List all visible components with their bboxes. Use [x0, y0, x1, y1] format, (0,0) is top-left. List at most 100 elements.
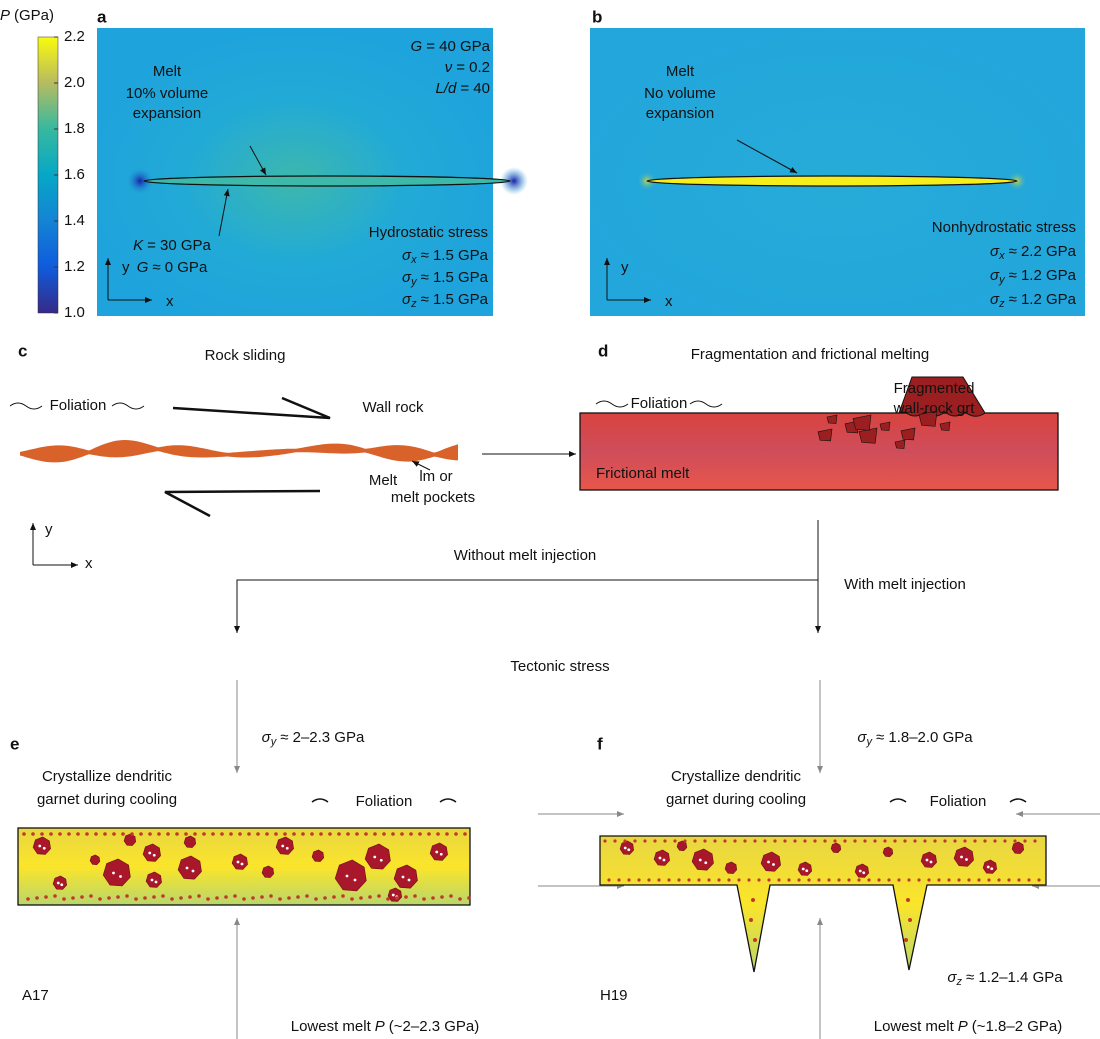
dot [89, 894, 93, 898]
inclusion-dot [965, 858, 968, 861]
figure: abMelt10% volumeexpansionHydrostatic str… [0, 0, 1100, 1039]
dot [409, 832, 413, 836]
dot [377, 894, 381, 898]
math-label: σy≈ 2–2.3 GPa [262, 729, 365, 748]
dot [287, 896, 291, 900]
inclusion-dot [119, 875, 122, 878]
dot [350, 897, 354, 901]
dot [395, 896, 399, 900]
dot [40, 832, 44, 836]
math-label: σy≈ 1.8–2.0 GPa [857, 729, 973, 748]
inclusion-dot [987, 866, 990, 869]
melt-inclusion [144, 176, 510, 186]
colorbar-tick-label: 2.0 [64, 74, 85, 91]
dot [274, 832, 278, 836]
dot [757, 878, 760, 881]
dot [653, 839, 656, 842]
dot [613, 839, 616, 842]
dot [953, 839, 956, 842]
dot [355, 832, 359, 836]
inclusion-dot [153, 854, 156, 857]
inclusion-dot [346, 875, 349, 878]
dot [743, 839, 746, 842]
dot [337, 832, 341, 836]
dot [787, 878, 790, 881]
subscript: y [865, 736, 873, 748]
dot [175, 832, 179, 836]
dot [637, 878, 640, 881]
label: No volume [644, 85, 716, 102]
dot [927, 878, 930, 881]
shear-arrow [173, 398, 330, 418]
dot [807, 878, 810, 881]
inclusion-dot [186, 867, 189, 870]
dot [449, 894, 453, 898]
dot [753, 839, 756, 842]
panel-letter: a [97, 7, 107, 26]
dot [783, 839, 786, 842]
math-label: Lowest meltP(~1.8–2 GPa) [874, 1018, 1063, 1035]
label: Crystallize dendritic [671, 768, 802, 785]
dot [67, 832, 71, 836]
colorbar-tick-label: 1.6 [64, 166, 85, 183]
math-label: G≈ 0 GPa [137, 259, 208, 276]
dot [44, 895, 48, 899]
inclusion-dot [772, 863, 775, 866]
math-label: ν= 0.2 [445, 59, 490, 76]
inclusion-dot [286, 847, 289, 850]
dot [713, 839, 716, 842]
label: Wall rock [362, 399, 424, 416]
text-part: ≈ 1.2–1.4 GPa [966, 969, 1063, 986]
dot [617, 878, 620, 881]
dot [193, 832, 197, 836]
panel-letter: f [597, 734, 603, 753]
dot [687, 878, 690, 881]
dot [364, 832, 368, 836]
garnet [90, 855, 100, 865]
dot [359, 896, 363, 900]
inclusion-dot [281, 845, 284, 848]
dot [305, 894, 309, 898]
garnet [124, 834, 136, 846]
dot [633, 839, 636, 842]
label: Foliation [356, 793, 413, 810]
melt-inclusion [647, 176, 1017, 186]
label: Melt [666, 63, 695, 80]
dot [1007, 878, 1010, 881]
text-part: ≈ 0 GPa [152, 259, 208, 276]
subscript: z [998, 298, 1005, 310]
dot [251, 896, 255, 900]
inclusion-dot [930, 861, 933, 864]
dot [1033, 839, 1036, 842]
label: H19 [600, 987, 628, 1004]
dot [937, 878, 940, 881]
dot [269, 894, 273, 898]
label: With melt injection [844, 576, 966, 593]
text-part: = 40 [460, 80, 490, 97]
dot [908, 918, 912, 922]
dot [643, 839, 646, 842]
symbol: K [133, 237, 144, 254]
dot [1003, 839, 1006, 842]
dot [1013, 839, 1016, 842]
dot [53, 894, 57, 898]
label: Tectonic stress [510, 658, 609, 675]
dot [1017, 878, 1020, 881]
dot [58, 832, 62, 836]
dot [973, 839, 976, 842]
dot [1023, 839, 1026, 842]
garnet [831, 843, 841, 853]
text-part: ≈ 1.5 GPa [421, 247, 489, 264]
text-part: = 0.2 [456, 59, 490, 76]
dot [116, 895, 120, 899]
symbol: P [375, 1018, 385, 1035]
inclusion-dot [148, 852, 151, 855]
dot [833, 839, 836, 842]
shear-arrow [165, 491, 320, 516]
arrow [237, 580, 818, 633]
dot [76, 832, 80, 836]
inclusion-dot [624, 847, 627, 850]
inclusion-dot [960, 856, 963, 859]
dot [963, 839, 966, 842]
dot [436, 832, 440, 836]
